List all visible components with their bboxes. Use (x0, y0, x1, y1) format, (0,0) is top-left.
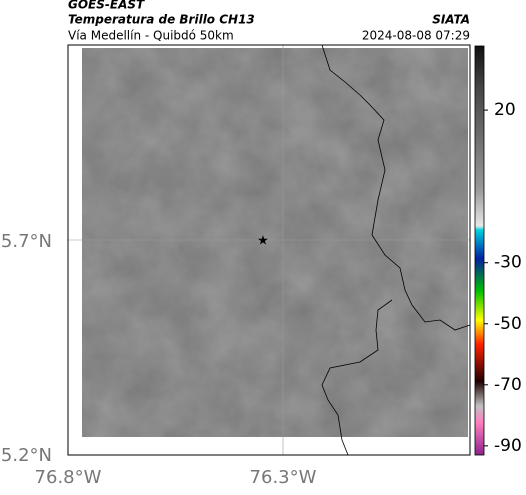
colorbar-tick-label: -90 (494, 436, 522, 456)
colorbar-tick-label: -70 (494, 375, 522, 395)
colorbar-tick-label: -30 (494, 253, 522, 273)
location-marker: ★ (257, 234, 269, 249)
location: Vía Medellín - Quibdó 50km (68, 29, 234, 43)
border (321, 299, 393, 456)
cloud-texture (82, 48, 468, 437)
subtitle: Temperatura de Brillo CH13 (68, 13, 255, 27)
datetime: 2024-08-08 07:29 (362, 29, 470, 43)
border (321, 44, 471, 331)
colorbar-tick-label: -50 (494, 314, 522, 334)
map-frame (67, 44, 471, 456)
colorbar: 20 -30 -50 -70 -90 (474, 45, 522, 456)
lat-label: 5.7°N (1, 231, 52, 252)
lat-label: 5.2°N (1, 445, 52, 466)
title: GOES-EAST (68, 0, 145, 12)
colorbar-scale (474, 45, 485, 456)
colorbar-tick-label: 20 (494, 100, 516, 120)
lon-label: 76.8°W (35, 467, 102, 488)
lon-label: 76.3°W (250, 467, 317, 488)
source: SIATA (432, 13, 470, 27)
